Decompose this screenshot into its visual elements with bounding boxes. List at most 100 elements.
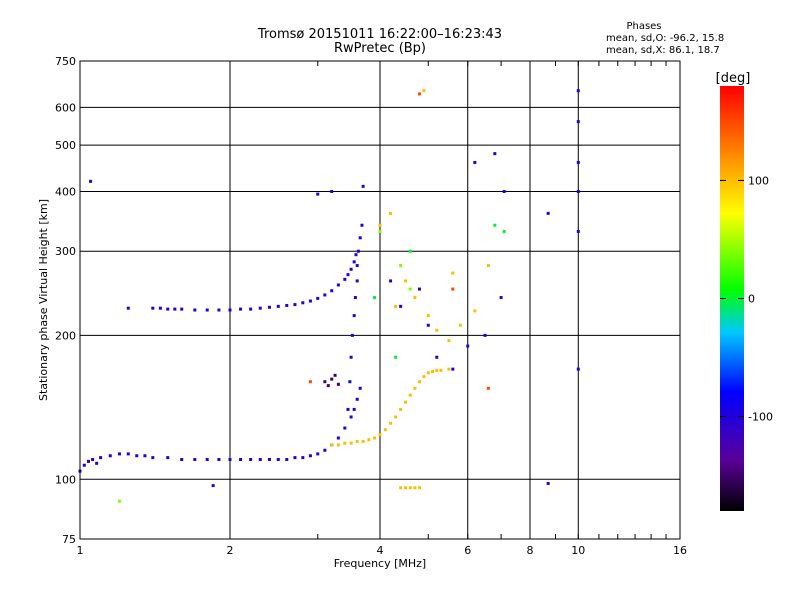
data-point bbox=[316, 296, 320, 300]
data-point bbox=[394, 355, 398, 359]
data-point bbox=[394, 304, 398, 308]
data-point bbox=[576, 89, 580, 93]
data-point bbox=[166, 456, 170, 460]
data-point bbox=[389, 279, 393, 283]
data-point bbox=[346, 407, 350, 411]
data-point bbox=[158, 306, 162, 310]
data-point bbox=[350, 333, 354, 337]
data-point bbox=[349, 441, 353, 445]
data-point bbox=[316, 452, 320, 456]
data-point bbox=[151, 306, 155, 310]
data-point bbox=[180, 307, 184, 311]
data-point bbox=[399, 264, 403, 268]
data-point bbox=[413, 296, 417, 300]
data-point bbox=[354, 253, 358, 257]
data-point bbox=[308, 380, 312, 384]
stats-line-o: mean, sd,O: -96.2, 15.8 bbox=[606, 33, 724, 44]
data-point bbox=[89, 179, 93, 183]
plot-frame bbox=[79, 60, 681, 540]
data-point bbox=[373, 436, 377, 440]
data-point bbox=[301, 456, 305, 460]
x-tick-label: 2 bbox=[227, 544, 234, 557]
data-point bbox=[135, 454, 139, 458]
data-point bbox=[389, 211, 393, 215]
chart-subtitle: RwPretec (Bp) bbox=[334, 41, 426, 56]
stats-line-x: mean, sd,X: 86.1, 18.7 bbox=[606, 45, 720, 56]
data-point bbox=[408, 393, 412, 397]
y-tick-label: 200 bbox=[55, 329, 76, 342]
data-point bbox=[389, 421, 393, 425]
data-point bbox=[413, 386, 417, 390]
data-point bbox=[293, 456, 297, 460]
y-tick-label: 750 bbox=[55, 55, 76, 68]
data-point bbox=[466, 344, 470, 348]
data-point bbox=[473, 309, 477, 313]
data-point bbox=[330, 289, 334, 293]
colorbar-tick-label: 0 bbox=[748, 293, 755, 306]
y-axis-label: Stationary phase Virtual Height [km] bbox=[37, 199, 50, 401]
data-point bbox=[267, 305, 271, 309]
data-point bbox=[99, 456, 103, 460]
data-point bbox=[458, 323, 462, 327]
data-point bbox=[408, 486, 412, 490]
data-point bbox=[352, 260, 356, 264]
data-point bbox=[126, 452, 130, 456]
data-point bbox=[413, 486, 417, 490]
data-point bbox=[486, 386, 490, 390]
data-point bbox=[431, 370, 435, 374]
x-tick-label: 1 bbox=[77, 544, 84, 557]
data-point bbox=[435, 328, 439, 332]
data-point bbox=[447, 339, 451, 343]
x-tick-label: 8 bbox=[527, 544, 534, 557]
data-point bbox=[249, 457, 253, 461]
colorbar-label: [deg] bbox=[716, 71, 751, 86]
data-point bbox=[228, 457, 232, 461]
data-point bbox=[336, 283, 340, 287]
data-point bbox=[285, 303, 289, 307]
data-point bbox=[349, 355, 353, 359]
data-points bbox=[78, 89, 580, 503]
data-point bbox=[239, 457, 243, 461]
x-tick-label: 16 bbox=[673, 544, 687, 557]
data-point bbox=[205, 457, 209, 461]
data-point bbox=[394, 415, 398, 419]
data-point bbox=[316, 192, 320, 196]
data-point bbox=[308, 299, 312, 303]
data-point bbox=[356, 249, 360, 253]
data-point bbox=[499, 296, 503, 300]
data-point bbox=[330, 189, 334, 193]
data-point bbox=[451, 367, 455, 371]
data-point bbox=[546, 211, 550, 215]
data-point bbox=[576, 229, 580, 233]
data-point bbox=[108, 454, 112, 458]
data-point bbox=[546, 481, 550, 485]
data-point bbox=[383, 428, 387, 432]
data-point bbox=[451, 287, 455, 291]
data-point bbox=[343, 441, 347, 445]
data-point bbox=[378, 433, 382, 437]
data-point bbox=[435, 368, 439, 372]
data-point bbox=[361, 439, 365, 443]
data-point bbox=[330, 443, 334, 447]
x-tick-labels: 1 2 4 6 8 10 16 bbox=[77, 544, 688, 557]
data-point bbox=[276, 457, 280, 461]
data-point bbox=[439, 368, 443, 372]
y-tick-label: 300 bbox=[55, 245, 76, 258]
data-point bbox=[330, 377, 334, 381]
data-point bbox=[217, 308, 221, 312]
data-point bbox=[228, 308, 232, 312]
x-tick-label: 10 bbox=[571, 544, 585, 557]
data-point bbox=[355, 397, 359, 401]
data-point bbox=[408, 249, 412, 253]
data-point bbox=[403, 486, 407, 490]
data-point bbox=[349, 267, 353, 271]
data-point bbox=[82, 463, 86, 467]
data-point bbox=[336, 436, 340, 440]
x-axis-label: Frequency [MHz] bbox=[334, 557, 426, 570]
data-point bbox=[486, 264, 490, 268]
data-point bbox=[267, 457, 271, 461]
data-point bbox=[447, 367, 451, 371]
data-point bbox=[249, 307, 253, 311]
data-point bbox=[576, 367, 580, 371]
